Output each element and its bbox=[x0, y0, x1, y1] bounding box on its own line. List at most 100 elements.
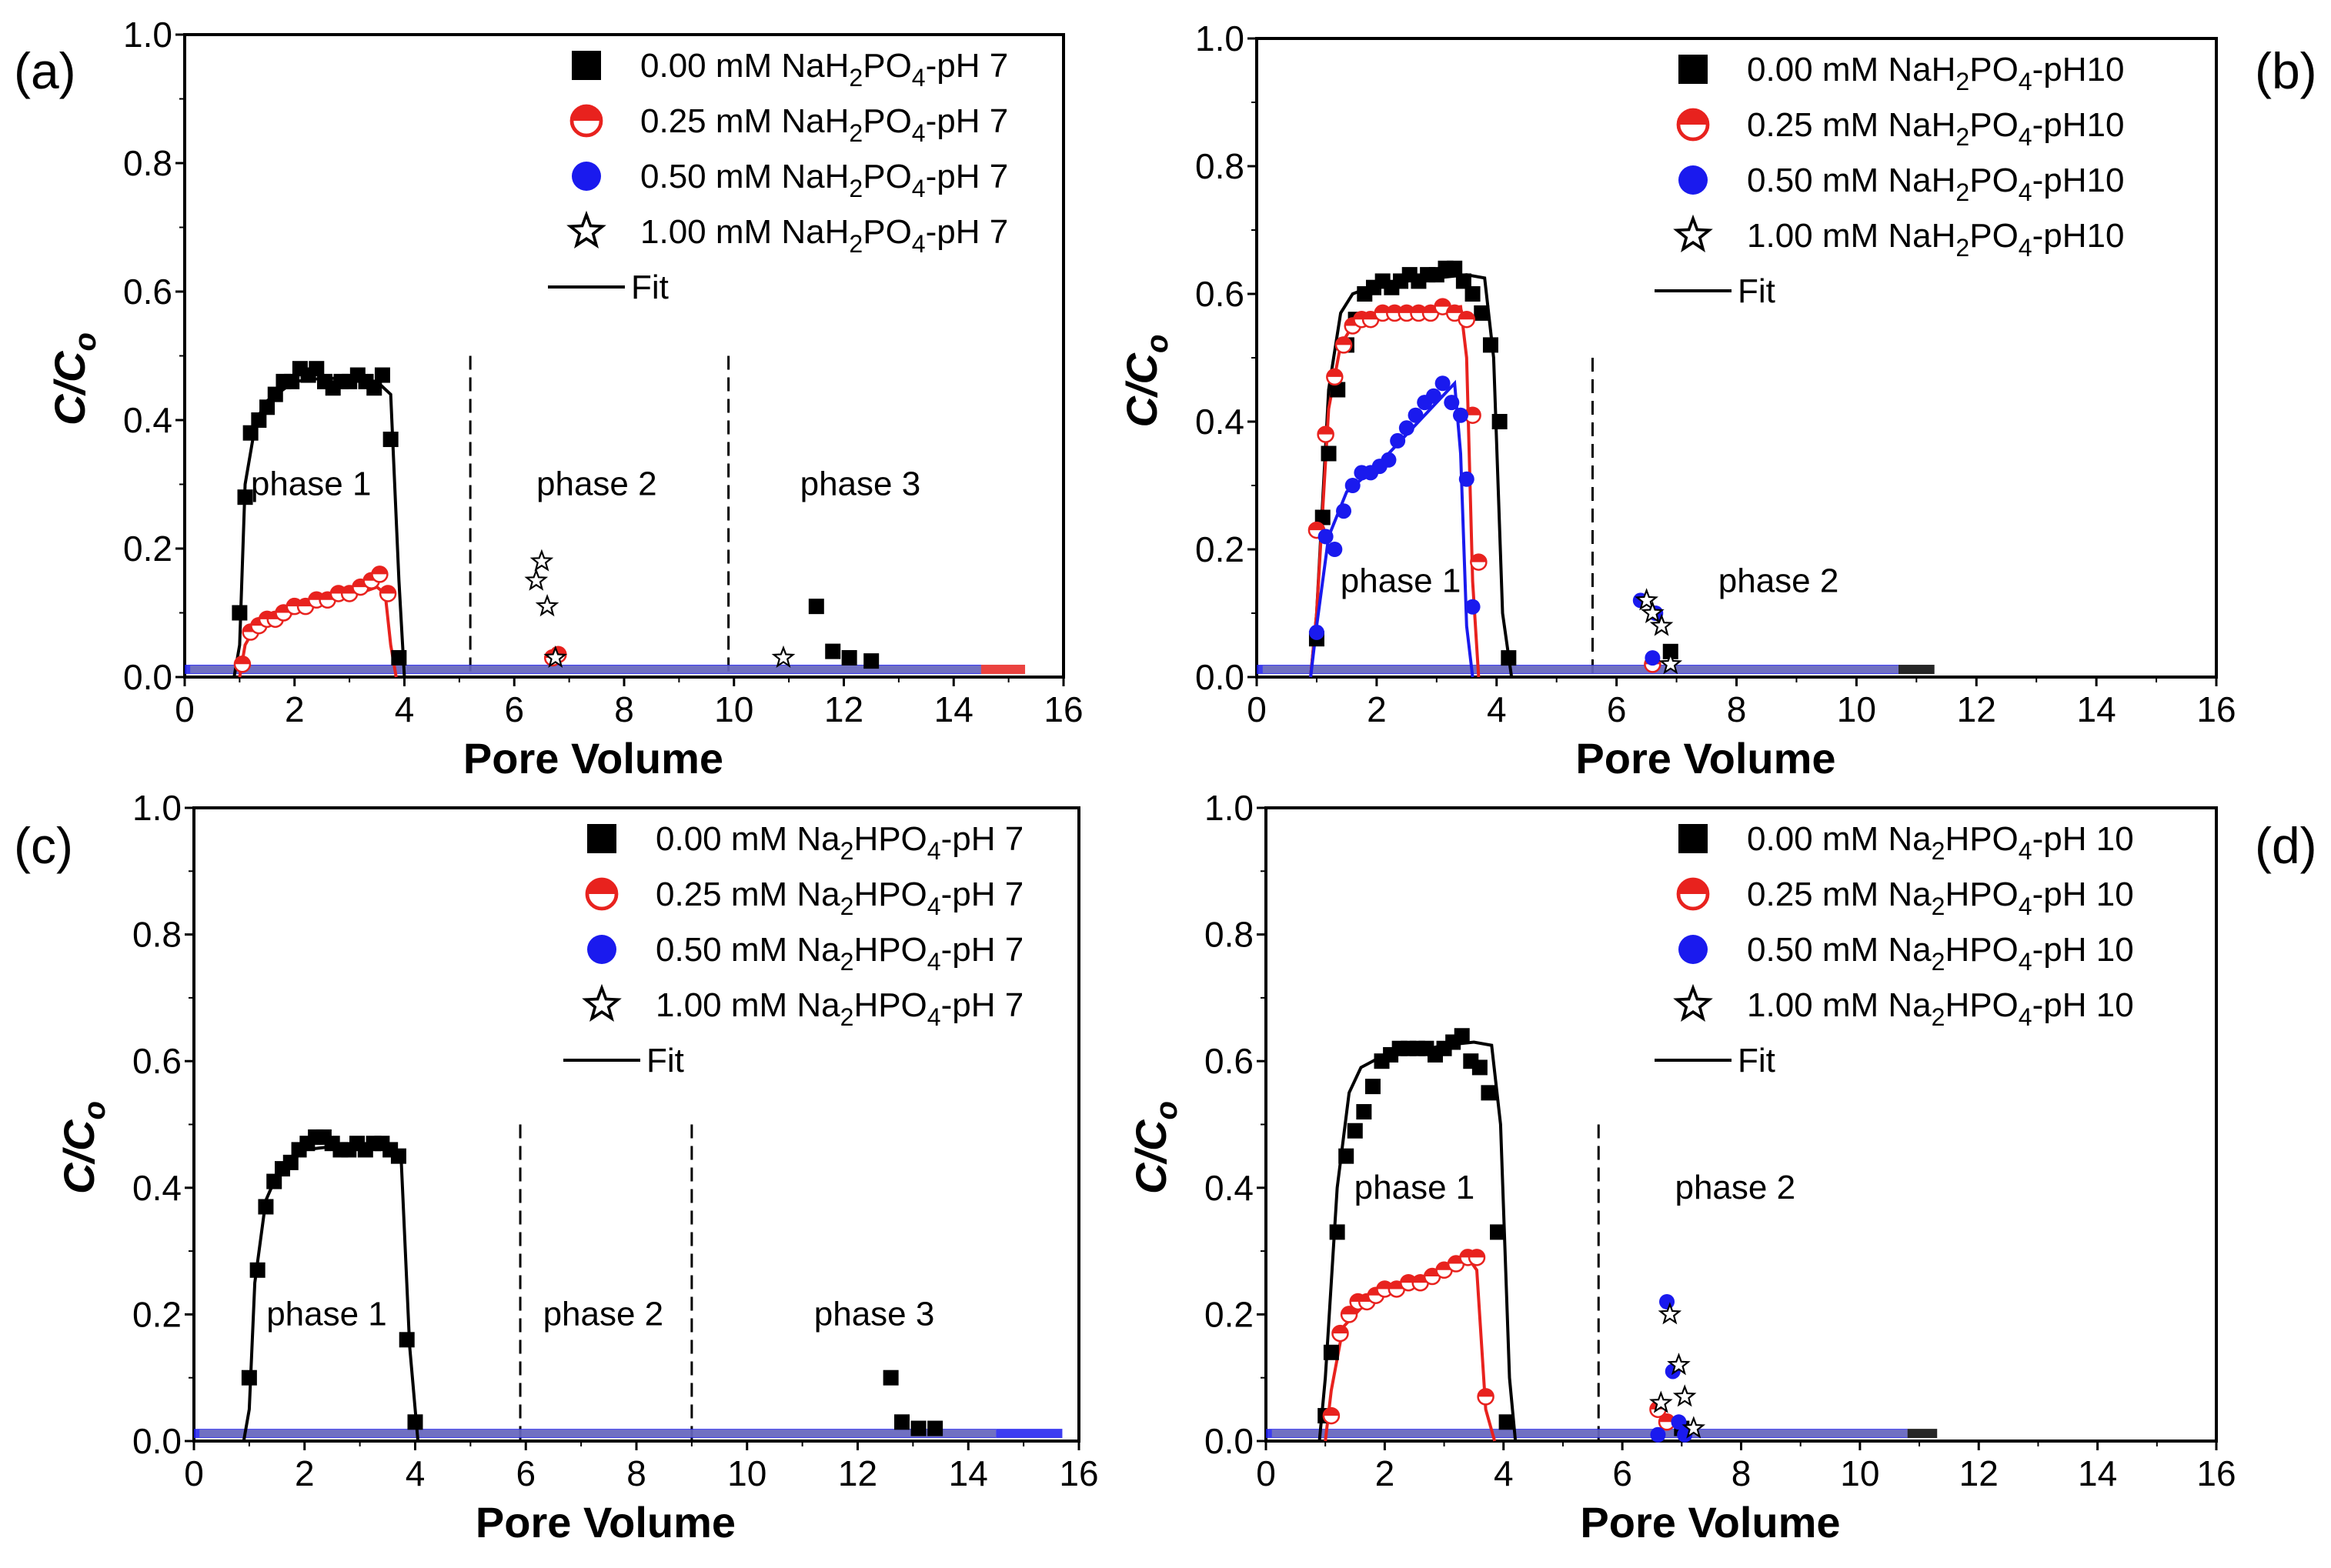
half-circle-fill bbox=[1469, 1249, 1485, 1258]
data-point bbox=[1338, 1148, 1354, 1164]
fit-line bbox=[1309, 305, 1481, 678]
data-point bbox=[1641, 600, 1665, 623]
data-point bbox=[927, 1420, 943, 1436]
x-tick-label: 0 bbox=[1256, 1453, 1276, 1493]
data-point bbox=[366, 380, 382, 396]
data-point bbox=[1645, 650, 1661, 666]
x-tick-label: 8 bbox=[1732, 1453, 1752, 1493]
phase-label: phase 3 bbox=[814, 1295, 935, 1333]
data-point bbox=[249, 1262, 265, 1278]
y-axis-label: C/Co bbox=[1117, 335, 1174, 428]
y-tick-label: 0.2 bbox=[1204, 1294, 1254, 1334]
legend-label: 1.00 mM NaH2PO4-pH 7 bbox=[640, 213, 1008, 258]
y-tick-label: 0.6 bbox=[1204, 1041, 1254, 1081]
data-point bbox=[1458, 310, 1476, 329]
data-point bbox=[309, 361, 325, 377]
phase-label: phase 1 bbox=[1341, 562, 1461, 600]
phase-label: phase 2 bbox=[536, 465, 657, 503]
half-circle-fill bbox=[1478, 1389, 1494, 1397]
x-tick-label: 10 bbox=[1837, 689, 1876, 729]
fit-line bbox=[1309, 379, 1474, 678]
data-point bbox=[863, 653, 880, 669]
x-tick-label: 10 bbox=[727, 1453, 766, 1493]
data-point bbox=[543, 645, 568, 669]
y-axis-label: C/Co bbox=[55, 1101, 112, 1194]
y-tick-label: 1.0 bbox=[132, 788, 182, 828]
x-tick-label: 2 bbox=[1367, 689, 1387, 729]
fit-line bbox=[1317, 1040, 1518, 1442]
chart-panel-c: 0 2 4 6 8 10 12 14 16 0.0 0.2 0.4 0.6 0.8 1.0 Pore Volu… bbox=[55, 788, 1099, 1546]
y-tick-label: 0.6 bbox=[1195, 274, 1244, 314]
half-circle-fill bbox=[1327, 369, 1343, 377]
data-point bbox=[1454, 1028, 1470, 1044]
data-point bbox=[1658, 652, 1683, 675]
panel-label: (d) bbox=[2255, 817, 2317, 874]
x-tick-label: 8 bbox=[614, 689, 634, 729]
phase-label: phase 2 bbox=[543, 1295, 664, 1333]
x-tick-label: 4 bbox=[1487, 689, 1507, 729]
data-point bbox=[391, 649, 407, 666]
legend-label: Fit bbox=[646, 1042, 684, 1079]
legend-label: 0.00 mM NaH2PO4-pH10 bbox=[1747, 51, 2124, 95]
phase-label: phase 3 bbox=[800, 465, 921, 503]
y-tick-label: 0.6 bbox=[123, 272, 172, 312]
x-tick-label: 10 bbox=[714, 689, 753, 729]
data-point bbox=[1659, 1293, 1675, 1309]
phase-label: phase 2 bbox=[1675, 1169, 1795, 1206]
data-point bbox=[1498, 1414, 1514, 1430]
data-point bbox=[1317, 529, 1334, 545]
data-point bbox=[1425, 388, 1441, 404]
data-point bbox=[1344, 478, 1361, 493]
fit-line bbox=[1309, 273, 1514, 678]
data-point bbox=[1408, 407, 1424, 423]
data-point bbox=[1470, 553, 1488, 571]
y-tick-label: 0.8 bbox=[1195, 146, 1244, 186]
data-point bbox=[282, 1154, 299, 1170]
y-tick-label: 0.4 bbox=[1195, 402, 1244, 442]
data-point bbox=[1321, 445, 1337, 462]
x-tick-label: 4 bbox=[395, 689, 415, 729]
data-point bbox=[1649, 613, 1674, 636]
legend-marker bbox=[582, 983, 622, 1023]
legend-label: 1.00 mM Na2HPO4-pH 10 bbox=[1747, 986, 2134, 1031]
half-circle-fill bbox=[572, 106, 601, 121]
x-tick-label: 2 bbox=[295, 1453, 315, 1493]
half-circle-fill bbox=[1323, 1408, 1339, 1416]
panel-label: (c) bbox=[14, 817, 73, 874]
legend-label: Fit bbox=[1738, 1042, 1775, 1079]
data-point bbox=[407, 1414, 423, 1430]
phase-label: phase 1 bbox=[1354, 1169, 1475, 1206]
y-tick-label: 0.0 bbox=[1204, 1421, 1254, 1461]
data-point bbox=[1327, 542, 1343, 557]
data-point bbox=[1648, 1390, 1673, 1413]
data-point bbox=[1681, 1416, 1706, 1439]
data-point bbox=[1482, 337, 1498, 353]
y-tick-label: 0.4 bbox=[132, 1168, 182, 1208]
x-tick-label: 16 bbox=[1059, 1453, 1098, 1493]
data-point bbox=[1464, 599, 1481, 615]
legend-label: 0.25 mM Na2HPO4-pH 7 bbox=[656, 876, 1024, 920]
baseline-star-strip bbox=[199, 1430, 997, 1438]
legend-marker bbox=[587, 824, 616, 853]
data-point bbox=[1672, 1384, 1697, 1407]
data-point bbox=[266, 1173, 282, 1189]
data-point bbox=[535, 593, 559, 617]
x-tick-label: 12 bbox=[1959, 1453, 1999, 1493]
baseline-star-strip bbox=[1271, 1430, 1908, 1438]
legend-label: 0.25 mM Na2HPO4-pH 10 bbox=[1747, 876, 2134, 920]
legend-label: 0.50 mM Na2HPO4-pH 7 bbox=[656, 931, 1024, 976]
data-point bbox=[841, 649, 857, 666]
x-tick-label: 6 bbox=[516, 1453, 536, 1493]
x-tick-label: 14 bbox=[2077, 689, 2116, 729]
data-point bbox=[1501, 650, 1517, 666]
x-tick-label: 4 bbox=[406, 1453, 426, 1493]
x-tick-label: 12 bbox=[1957, 689, 1996, 729]
x-tick-label: 16 bbox=[1044, 689, 1083, 729]
chart-panel-a: 0 2 4 6 8 10 12 14 16 0.0 0.2 0.4 0.6 0.8 1.0 Pore Volu… bbox=[45, 15, 1084, 782]
baseline-star-strip bbox=[1262, 666, 1899, 674]
data-point bbox=[1329, 1224, 1345, 1240]
x-tick-label: 8 bbox=[1727, 689, 1747, 729]
y-tick-label: 0.2 bbox=[123, 529, 172, 569]
data-point bbox=[524, 568, 549, 591]
data-point bbox=[1490, 1224, 1506, 1240]
